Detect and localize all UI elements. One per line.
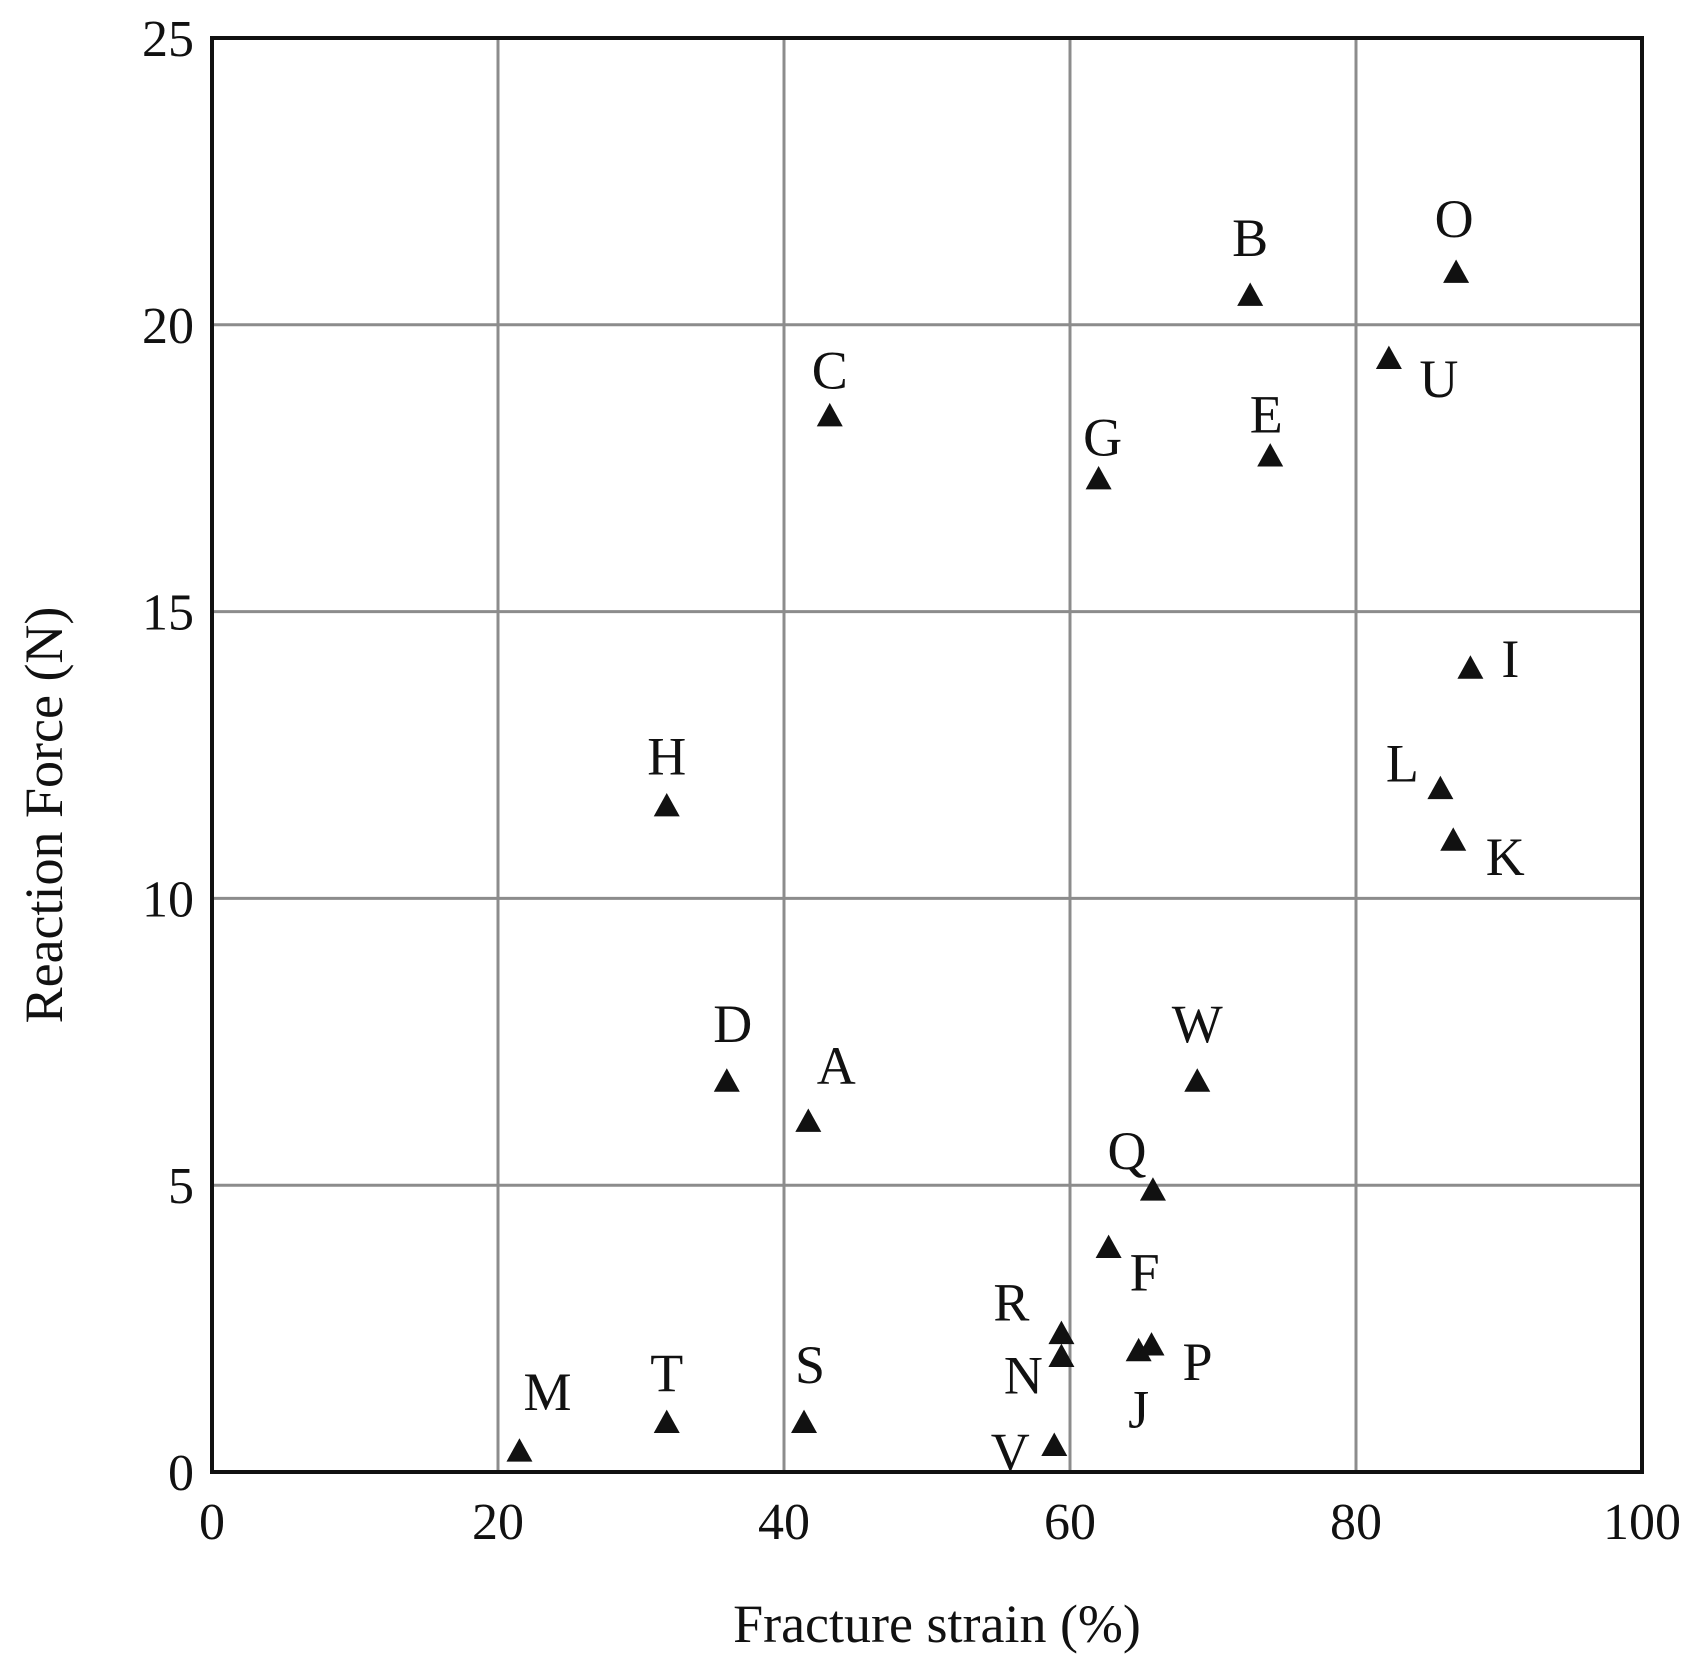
x-tick-label: 0 [199,1494,225,1551]
point-marker-s [791,1409,818,1433]
point-label-e: E [1250,385,1283,445]
point-label-l: L [1386,733,1419,793]
point-marker-q [1139,1177,1166,1201]
point-label-j: J [1128,1380,1149,1440]
point-label-r: R [993,1272,1029,1332]
point-label-g: G [1083,408,1122,468]
x-tick-label: 80 [1330,1494,1382,1551]
point-label-s: S [795,1335,825,1395]
point-marker-r [1048,1320,1075,1345]
point-label-q: Q [1107,1121,1146,1181]
point-marker-c [816,402,843,427]
point-label-w: W [1172,994,1223,1054]
point-label-f: F [1130,1242,1160,1302]
marker-layer [506,259,1484,1462]
point-label-t: T [650,1343,683,1403]
point-label-d: D [713,994,752,1054]
point-marker-f [1095,1234,1122,1259]
point-marker-e [1257,443,1284,467]
x-tick-label: 60 [1044,1494,1096,1551]
point-label-v: V [991,1422,1030,1482]
point-label-m: M [523,1362,571,1422]
point-label-b: B [1232,208,1268,268]
point-marker-o [1443,259,1470,283]
y-tick-label: 0 [168,1445,194,1502]
y-tick-label: 20 [142,298,194,355]
y-tick-label: 10 [142,871,194,928]
point-label-o: O [1435,189,1474,249]
y-tick-label: 5 [168,1158,194,1215]
point-marker-l [1427,775,1454,800]
point-marker-v [1041,1432,1068,1456]
point-marker-p [1138,1332,1165,1356]
point-marker-b [1237,282,1264,306]
x-axis-title: Fracture strain (%) [733,1594,1141,1654]
grid-layer [212,38,1642,1472]
x-tick-label: 40 [758,1494,810,1551]
point-label-h: H [647,727,686,787]
y-tick-label: 25 [142,11,194,68]
point-marker-n [1048,1343,1075,1368]
point-label-layer: A B C D E F G H I J K L M N O P Q R S T U V W [523,189,1524,1482]
point-marker-t [653,1409,680,1433]
point-label-a: A [817,1036,856,1096]
point-marker-h [653,792,680,817]
point-label-k: K [1486,827,1525,887]
point-marker-d [713,1068,740,1092]
point-label-n: N [1004,1345,1043,1405]
x-tick-label: 20 [472,1494,524,1551]
tick-label-layer: 0 20 40 60 80 100 0 5 10 15 20 25 [142,11,1681,1551]
point-marker-a [795,1108,822,1132]
point-marker-w [1184,1068,1211,1092]
point-marker-k [1440,827,1467,851]
point-label-c: C [812,341,848,401]
point-marker-i [1457,655,1484,679]
point-label-p: P [1182,1332,1212,1392]
x-tick-label: 100 [1603,1494,1681,1551]
point-marker-u [1375,345,1402,369]
y-tick-label: 15 [142,585,194,642]
point-label-u: U [1419,349,1458,409]
point-label-i: I [1501,629,1519,689]
y-axis-title: Reaction Force (N) [14,607,74,1024]
point-marker-m [506,1438,533,1462]
point-marker-g [1085,466,1112,490]
plot-frame [210,36,1644,1474]
